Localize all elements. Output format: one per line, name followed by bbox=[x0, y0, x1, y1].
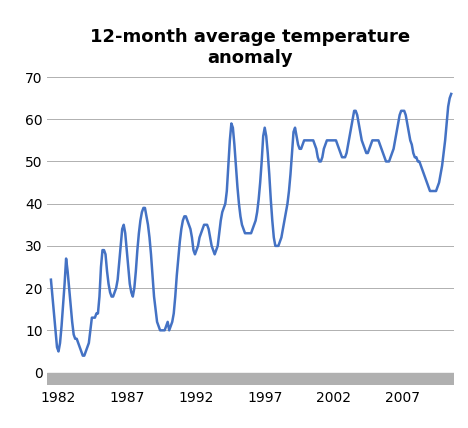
Title: 12-month average temperature
anomaly: 12-month average temperature anomaly bbox=[90, 28, 410, 67]
Bar bbox=[47, 372, 454, 385]
